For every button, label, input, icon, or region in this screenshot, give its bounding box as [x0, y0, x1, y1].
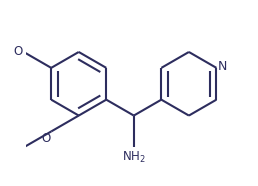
Text: NH$_2$: NH$_2$ [122, 149, 146, 164]
Text: O: O [13, 45, 23, 58]
Text: O: O [41, 132, 50, 145]
Text: N: N [218, 60, 228, 73]
